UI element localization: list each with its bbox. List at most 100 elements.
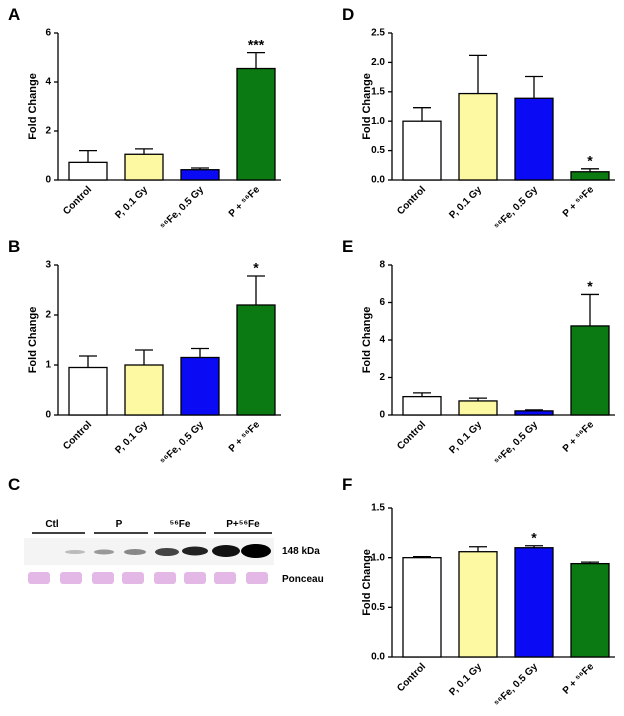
bar [570,171,610,181]
x-tick-label: P, 0.1 Gy [447,661,484,698]
y-tick-label: 2 [45,310,51,321]
x-tick-label: P, 0.1 Gy [447,184,484,221]
group-label: P+⁵⁶Fe [226,519,260,530]
bar [180,356,220,416]
y-axis-label: Fold Change [361,307,373,374]
ponceau-lanes [28,572,268,584]
x-tick-label: P + ⁵⁶Fe [227,419,263,455]
y-tick-label: 2.5 [371,28,385,39]
stain-label: Ponceau [282,574,324,585]
bar [570,325,610,416]
x-tick-label: P, 0.1 Gy [113,419,150,456]
bar [236,67,276,181]
bar-chart: D Fold Change 0.0 0.5 1.0 1.5 2.0 2.5 Control P, … [342,5,615,232]
bar-chart: B Fold Change 0 1 2 3 Control P, 0.1 Gy ⁵⁶Fe, 0.… [8,237,281,467]
bar [514,547,554,658]
x-tick-label: P + ⁵⁶Fe [227,184,263,220]
group-label: ⁵⁶Fe [170,519,191,530]
bar [570,562,610,658]
bar [514,97,554,181]
y-tick-label: 2.0 [371,57,385,68]
bar [402,395,442,416]
annotation: * [587,153,593,169]
bar [458,92,498,181]
group-label: P [116,519,123,530]
panel-label: E [342,237,353,256]
y-tick-label: 0 [379,410,385,421]
y-axis-label: Fold Change [27,73,39,140]
panel-label: C [8,475,20,494]
annotation: *** [248,36,265,52]
x-tick-label: ⁵⁶Fe, 0.5 Gy [158,419,206,467]
y-tick-label: 0.0 [371,652,385,663]
bar-chart: F Fold Change 0.0 0.5 1.0 1.5 Control P, 0.1 Gy… [342,475,615,709]
y-axis-label: Fold Change [361,73,373,140]
panel-label: D [342,5,354,24]
bar [124,364,164,416]
x-tick-label: ⁵⁶Fe, 0.5 Gy [158,184,206,232]
bar [514,410,554,416]
y-tick-label: 2 [45,126,51,137]
x-tick-label: Control [61,184,94,217]
bar [68,161,108,181]
bar [236,304,276,416]
x-tick-label: Control [395,419,428,452]
y-tick-label: 0.5 [371,145,385,156]
band-label: 148 kDa [282,546,320,557]
band [212,545,240,557]
y-tick-label: 0 [45,175,51,186]
x-tick-label: ⁵⁶Fe, 0.5 Gy [492,184,540,232]
bar-chart: A Fold Change 0 2 4 6 Control P, 0.1 Gy ⁵⁶Fe, 0.… [8,5,281,232]
x-tick-label: ⁵⁶Fe, 0.5 Gy [492,661,540,709]
bar [458,551,498,658]
annotation: * [253,260,259,276]
x-tick-label: Control [61,419,94,452]
y-tick-label: 1.0 [371,116,385,127]
bar [124,153,164,181]
x-tick-label: P + ⁵⁶Fe [561,419,597,455]
blot-panel: C Ctl P ⁵⁶Fe P+⁵⁶Fe 148 kDa Ponceau [8,475,324,585]
bar-chart: E Fold Change 0 2 4 6 8 Control P, 0.1 Gy ⁵⁶Fe, 0… [342,237,615,467]
x-tick-label: P, 0.1 Gy [447,419,484,456]
group-label: Ctl [45,519,59,530]
x-tick-label: P + ⁵⁶Fe [561,661,597,697]
bar [180,169,220,181]
y-axis-label: Fold Change [361,549,373,616]
y-tick-label: 4 [45,77,51,88]
x-tick-label: P + ⁵⁶Fe [561,184,597,220]
y-tick-label: 3 [45,260,51,271]
y-tick-label: 6 [379,297,385,308]
x-tick-label: Control [395,661,428,694]
bar [458,400,498,416]
x-tick-label: P, 0.1 Gy [113,184,150,221]
y-tick-label: 1 [45,360,51,371]
y-tick-label: 0.5 [371,602,385,613]
panel-label: A [8,5,20,24]
x-tick-label: ⁵⁶Fe, 0.5 Gy [492,419,540,467]
y-tick-label: 0.0 [371,175,385,186]
annotation: * [531,529,537,545]
y-tick-label: 1.5 [371,86,385,97]
y-tick-label: 1.0 [371,552,385,563]
y-tick-label: 0 [45,410,51,421]
band [241,544,271,558]
x-tick-label: Control [395,184,428,217]
y-axis-label: Fold Change [27,307,39,374]
band [94,549,114,555]
panel-label: B [8,237,20,256]
annotation: * [587,278,593,294]
y-tick-label: 2 [379,372,385,383]
y-tick-label: 6 [45,28,51,39]
y-tick-label: 4 [379,335,385,346]
bar [68,366,108,416]
band [155,548,179,556]
y-tick-label: 8 [379,260,385,271]
y-tick-label: 1.5 [371,503,385,514]
bar [402,120,442,181]
band [182,546,208,556]
bar [402,557,442,658]
band [124,549,146,555]
band [65,550,85,554]
panel-label: F [342,475,352,494]
